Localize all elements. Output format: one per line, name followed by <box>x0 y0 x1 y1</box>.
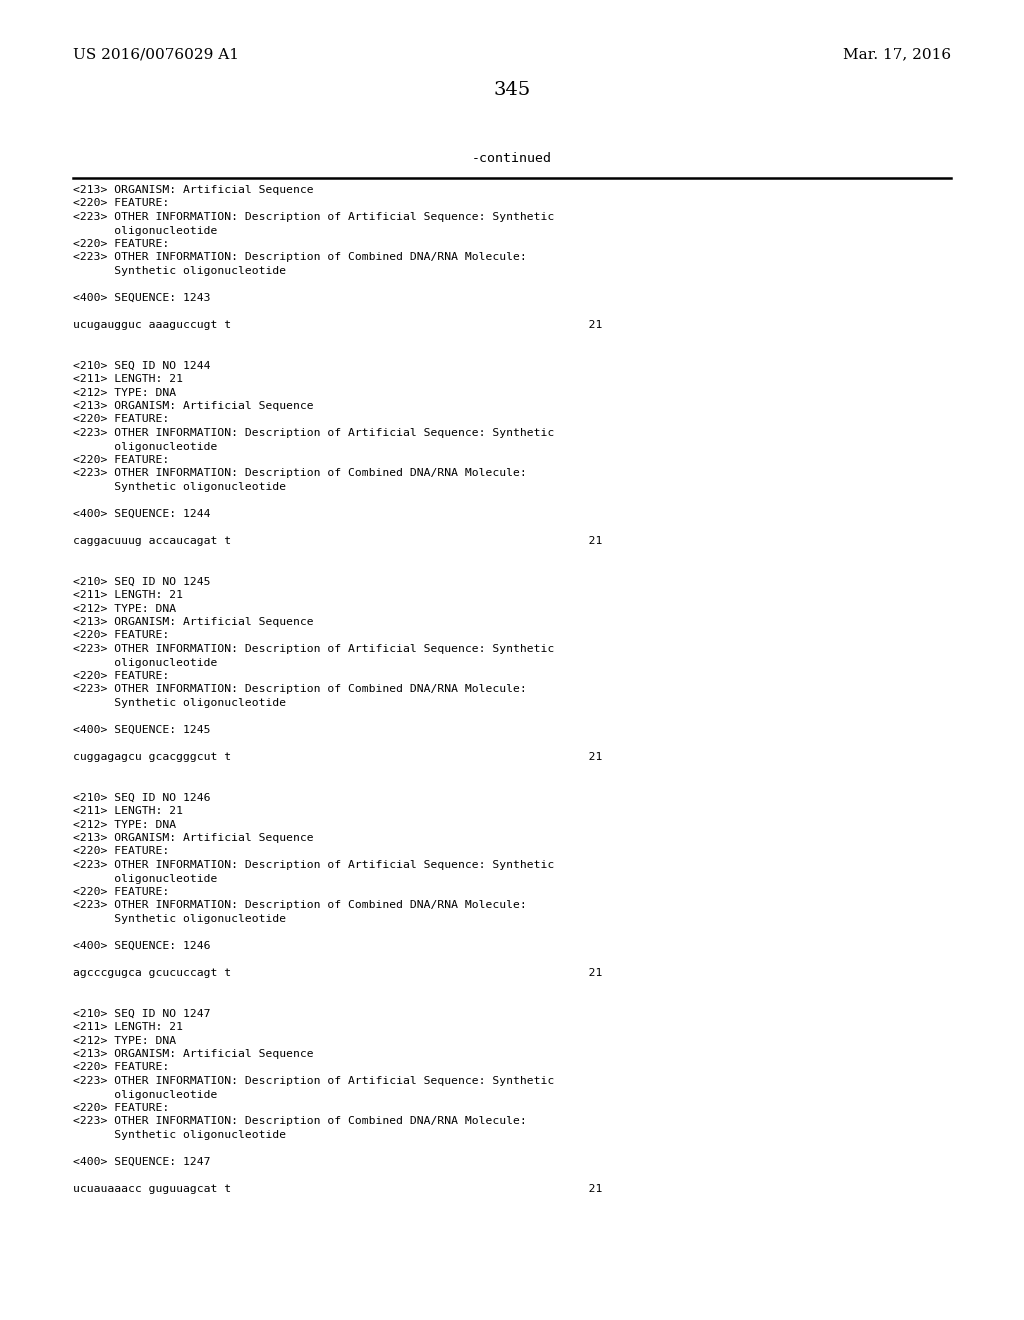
Text: Synthetic oligonucleotide: Synthetic oligonucleotide <box>73 267 286 276</box>
Text: caggacuuug accaucagat t                                                    21: caggacuuug accaucagat t 21 <box>73 536 602 546</box>
Text: <223> OTHER INFORMATION: Description of Combined DNA/RNA Molecule:: <223> OTHER INFORMATION: Description of … <box>73 685 526 694</box>
Text: <210> SEQ ID NO 1245: <210> SEQ ID NO 1245 <box>73 577 211 586</box>
Text: <223> OTHER INFORMATION: Description of Combined DNA/RNA Molecule:: <223> OTHER INFORMATION: Description of … <box>73 252 526 263</box>
Text: <400> SEQUENCE: 1247: <400> SEQUENCE: 1247 <box>73 1158 211 1167</box>
Text: <210> SEQ ID NO 1246: <210> SEQ ID NO 1246 <box>73 792 211 803</box>
Text: Mar. 17, 2016: Mar. 17, 2016 <box>843 48 951 61</box>
Text: <213> ORGANISM: Artificial Sequence: <213> ORGANISM: Artificial Sequence <box>73 833 313 843</box>
Text: <400> SEQUENCE: 1245: <400> SEQUENCE: 1245 <box>73 725 211 735</box>
Text: <400> SEQUENCE: 1246: <400> SEQUENCE: 1246 <box>73 941 211 950</box>
Text: <211> LENGTH: 21: <211> LENGTH: 21 <box>73 590 183 601</box>
Text: <220> FEATURE:: <220> FEATURE: <box>73 1063 169 1072</box>
Text: <212> TYPE: DNA: <212> TYPE: DNA <box>73 1035 176 1045</box>
Text: oligonucleotide: oligonucleotide <box>73 1089 217 1100</box>
Text: <223> OTHER INFORMATION: Description of Artificial Sequence: Synthetic: <223> OTHER INFORMATION: Description of … <box>73 428 554 438</box>
Text: <212> TYPE: DNA: <212> TYPE: DNA <box>73 820 176 829</box>
Text: <223> OTHER INFORMATION: Description of Combined DNA/RNA Molecule:: <223> OTHER INFORMATION: Description of … <box>73 469 526 479</box>
Text: <210> SEQ ID NO 1247: <210> SEQ ID NO 1247 <box>73 1008 211 1019</box>
Text: <212> TYPE: DNA: <212> TYPE: DNA <box>73 388 176 397</box>
Text: oligonucleotide: oligonucleotide <box>73 441 217 451</box>
Text: <210> SEQ ID NO 1244: <210> SEQ ID NO 1244 <box>73 360 211 371</box>
Text: <220> FEATURE:: <220> FEATURE: <box>73 239 169 249</box>
Text: <223> OTHER INFORMATION: Description of Artificial Sequence: Synthetic: <223> OTHER INFORMATION: Description of … <box>73 644 554 653</box>
Text: US 2016/0076029 A1: US 2016/0076029 A1 <box>73 48 239 61</box>
Text: <212> TYPE: DNA: <212> TYPE: DNA <box>73 603 176 614</box>
Text: -continued: -continued <box>472 152 552 165</box>
Text: ucuauaaacc guguuagcat t                                                    21: ucuauaaacc guguuagcat t 21 <box>73 1184 602 1195</box>
Text: <220> FEATURE:: <220> FEATURE: <box>73 455 169 465</box>
Text: <211> LENGTH: 21: <211> LENGTH: 21 <box>73 1022 183 1032</box>
Text: <400> SEQUENCE: 1243: <400> SEQUENCE: 1243 <box>73 293 211 304</box>
Text: <211> LENGTH: 21: <211> LENGTH: 21 <box>73 807 183 816</box>
Text: <223> OTHER INFORMATION: Description of Artificial Sequence: Synthetic: <223> OTHER INFORMATION: Description of … <box>73 1076 554 1086</box>
Text: <220> FEATURE:: <220> FEATURE: <box>73 1104 169 1113</box>
Text: 345: 345 <box>494 81 530 99</box>
Text: <223> OTHER INFORMATION: Description of Artificial Sequence: Synthetic: <223> OTHER INFORMATION: Description of … <box>73 861 554 870</box>
Text: <220> FEATURE:: <220> FEATURE: <box>73 414 169 425</box>
Text: <213> ORGANISM: Artificial Sequence: <213> ORGANISM: Artificial Sequence <box>73 185 313 195</box>
Text: <213> ORGANISM: Artificial Sequence: <213> ORGANISM: Artificial Sequence <box>73 616 313 627</box>
Text: Synthetic oligonucleotide: Synthetic oligonucleotide <box>73 1130 286 1140</box>
Text: oligonucleotide: oligonucleotide <box>73 874 217 883</box>
Text: <220> FEATURE:: <220> FEATURE: <box>73 631 169 640</box>
Text: <213> ORGANISM: Artificial Sequence: <213> ORGANISM: Artificial Sequence <box>73 1049 313 1059</box>
Text: <223> OTHER INFORMATION: Description of Artificial Sequence: Synthetic: <223> OTHER INFORMATION: Description of … <box>73 213 554 222</box>
Text: <223> OTHER INFORMATION: Description of Combined DNA/RNA Molecule:: <223> OTHER INFORMATION: Description of … <box>73 900 526 911</box>
Text: Synthetic oligonucleotide: Synthetic oligonucleotide <box>73 482 286 492</box>
Text: ucugaugguc aaaguccugt t                                                    21: ucugaugguc aaaguccugt t 21 <box>73 319 602 330</box>
Text: <220> FEATURE:: <220> FEATURE: <box>73 198 169 209</box>
Text: oligonucleotide: oligonucleotide <box>73 657 217 668</box>
Text: cuggagagcu gcacgggcut t                                                    21: cuggagagcu gcacgggcut t 21 <box>73 752 602 762</box>
Text: Synthetic oligonucleotide: Synthetic oligonucleotide <box>73 913 286 924</box>
Text: agcccgugca gcucuccagt t                                                    21: agcccgugca gcucuccagt t 21 <box>73 968 602 978</box>
Text: <400> SEQUENCE: 1244: <400> SEQUENCE: 1244 <box>73 510 211 519</box>
Text: oligonucleotide: oligonucleotide <box>73 226 217 235</box>
Text: <211> LENGTH: 21: <211> LENGTH: 21 <box>73 374 183 384</box>
Text: <220> FEATURE:: <220> FEATURE: <box>73 671 169 681</box>
Text: <220> FEATURE:: <220> FEATURE: <box>73 887 169 898</box>
Text: <213> ORGANISM: Artificial Sequence: <213> ORGANISM: Artificial Sequence <box>73 401 313 411</box>
Text: Synthetic oligonucleotide: Synthetic oligonucleotide <box>73 698 286 708</box>
Text: <223> OTHER INFORMATION: Description of Combined DNA/RNA Molecule:: <223> OTHER INFORMATION: Description of … <box>73 1117 526 1126</box>
Text: <220> FEATURE:: <220> FEATURE: <box>73 846 169 857</box>
